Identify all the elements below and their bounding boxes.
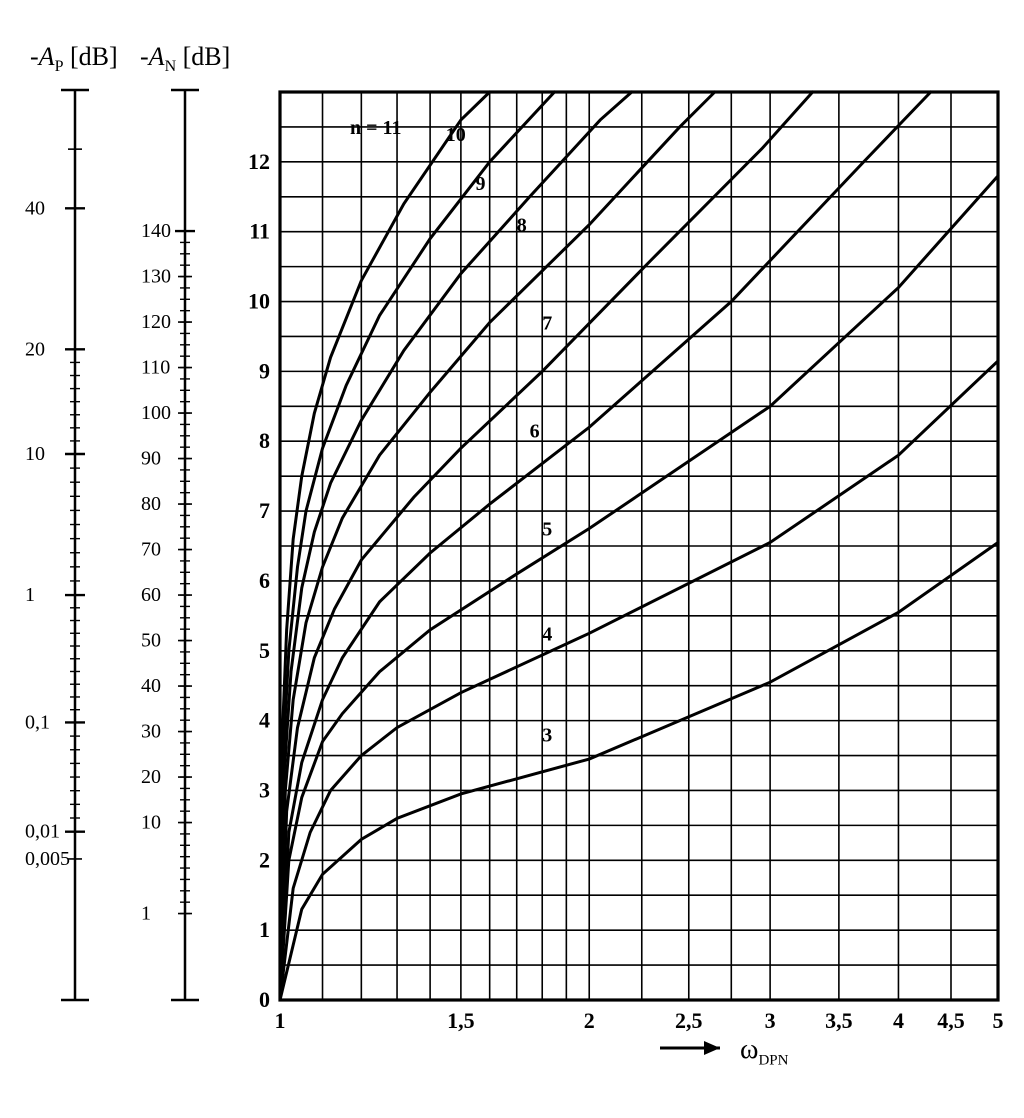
svg-text:1: 1 [275, 1008, 286, 1033]
svg-text:7: 7 [259, 498, 270, 523]
svg-text:1: 1 [259, 917, 270, 942]
svg-text:11: 11 [249, 219, 270, 244]
svg-text:5: 5 [993, 1008, 1004, 1033]
svg-text:4: 4 [259, 708, 270, 733]
chart-svg: 40201010,10,010,005140130120110100908070… [0, 0, 1024, 1118]
an-axis-title: -AN [dB] [140, 42, 230, 76]
chart-page: -AP [dB] -AN [dB] 40201010,10,010,005140… [0, 0, 1024, 1118]
svg-text:80: 80 [141, 493, 161, 515]
svg-text:3: 3 [259, 777, 270, 802]
svg-text:10: 10 [446, 124, 466, 146]
svg-text:30: 30 [141, 721, 161, 743]
svg-text:n = 11: n = 11 [350, 117, 401, 139]
svg-text:8: 8 [517, 215, 527, 237]
svg-text:20: 20 [141, 766, 161, 788]
svg-text:130: 130 [141, 266, 171, 288]
svg-text:1,5: 1,5 [447, 1008, 475, 1033]
svg-text:10: 10 [25, 443, 45, 465]
svg-text:4: 4 [542, 623, 552, 645]
svg-text:9: 9 [476, 173, 486, 195]
svg-text:40: 40 [141, 675, 161, 697]
svg-text:2,5: 2,5 [675, 1008, 703, 1033]
svg-text:70: 70 [141, 539, 161, 561]
svg-text:20: 20 [25, 338, 45, 360]
svg-text:10: 10 [141, 812, 161, 834]
svg-text:1: 1 [141, 903, 151, 925]
svg-text:60: 60 [141, 584, 161, 606]
svg-text:120: 120 [141, 311, 171, 333]
svg-text:4,5: 4,5 [937, 1008, 965, 1033]
svg-text:2: 2 [584, 1008, 595, 1033]
svg-text:8: 8 [259, 428, 270, 453]
svg-text:6: 6 [259, 568, 270, 593]
svg-text:2: 2 [259, 847, 270, 872]
svg-text:4: 4 [893, 1008, 904, 1033]
svg-text:0,005: 0,005 [25, 848, 70, 870]
svg-text:5: 5 [542, 519, 552, 541]
svg-text:50: 50 [141, 630, 161, 652]
svg-text:3,5: 3,5 [825, 1008, 853, 1033]
svg-text:7: 7 [542, 312, 552, 334]
svg-text:0,01: 0,01 [25, 821, 60, 843]
ap-axis-title: -AP [dB] [30, 42, 118, 76]
svg-text:10: 10 [248, 289, 270, 314]
svg-text:110: 110 [141, 357, 170, 379]
svg-text:140: 140 [141, 220, 171, 242]
svg-text:1: 1 [25, 584, 35, 606]
svg-text:5: 5 [259, 638, 270, 663]
svg-text:90: 90 [141, 448, 161, 470]
x-axis-label: ωDPN [740, 1034, 788, 1070]
svg-text:3: 3 [765, 1008, 776, 1033]
svg-text:9: 9 [259, 358, 270, 383]
svg-text:6: 6 [530, 421, 540, 443]
svg-text:100: 100 [141, 402, 171, 424]
svg-text:12: 12 [248, 149, 270, 174]
svg-text:0,1: 0,1 [25, 711, 50, 733]
svg-text:3: 3 [542, 725, 552, 747]
svg-text:0: 0 [259, 987, 270, 1012]
svg-text:40: 40 [25, 197, 45, 219]
